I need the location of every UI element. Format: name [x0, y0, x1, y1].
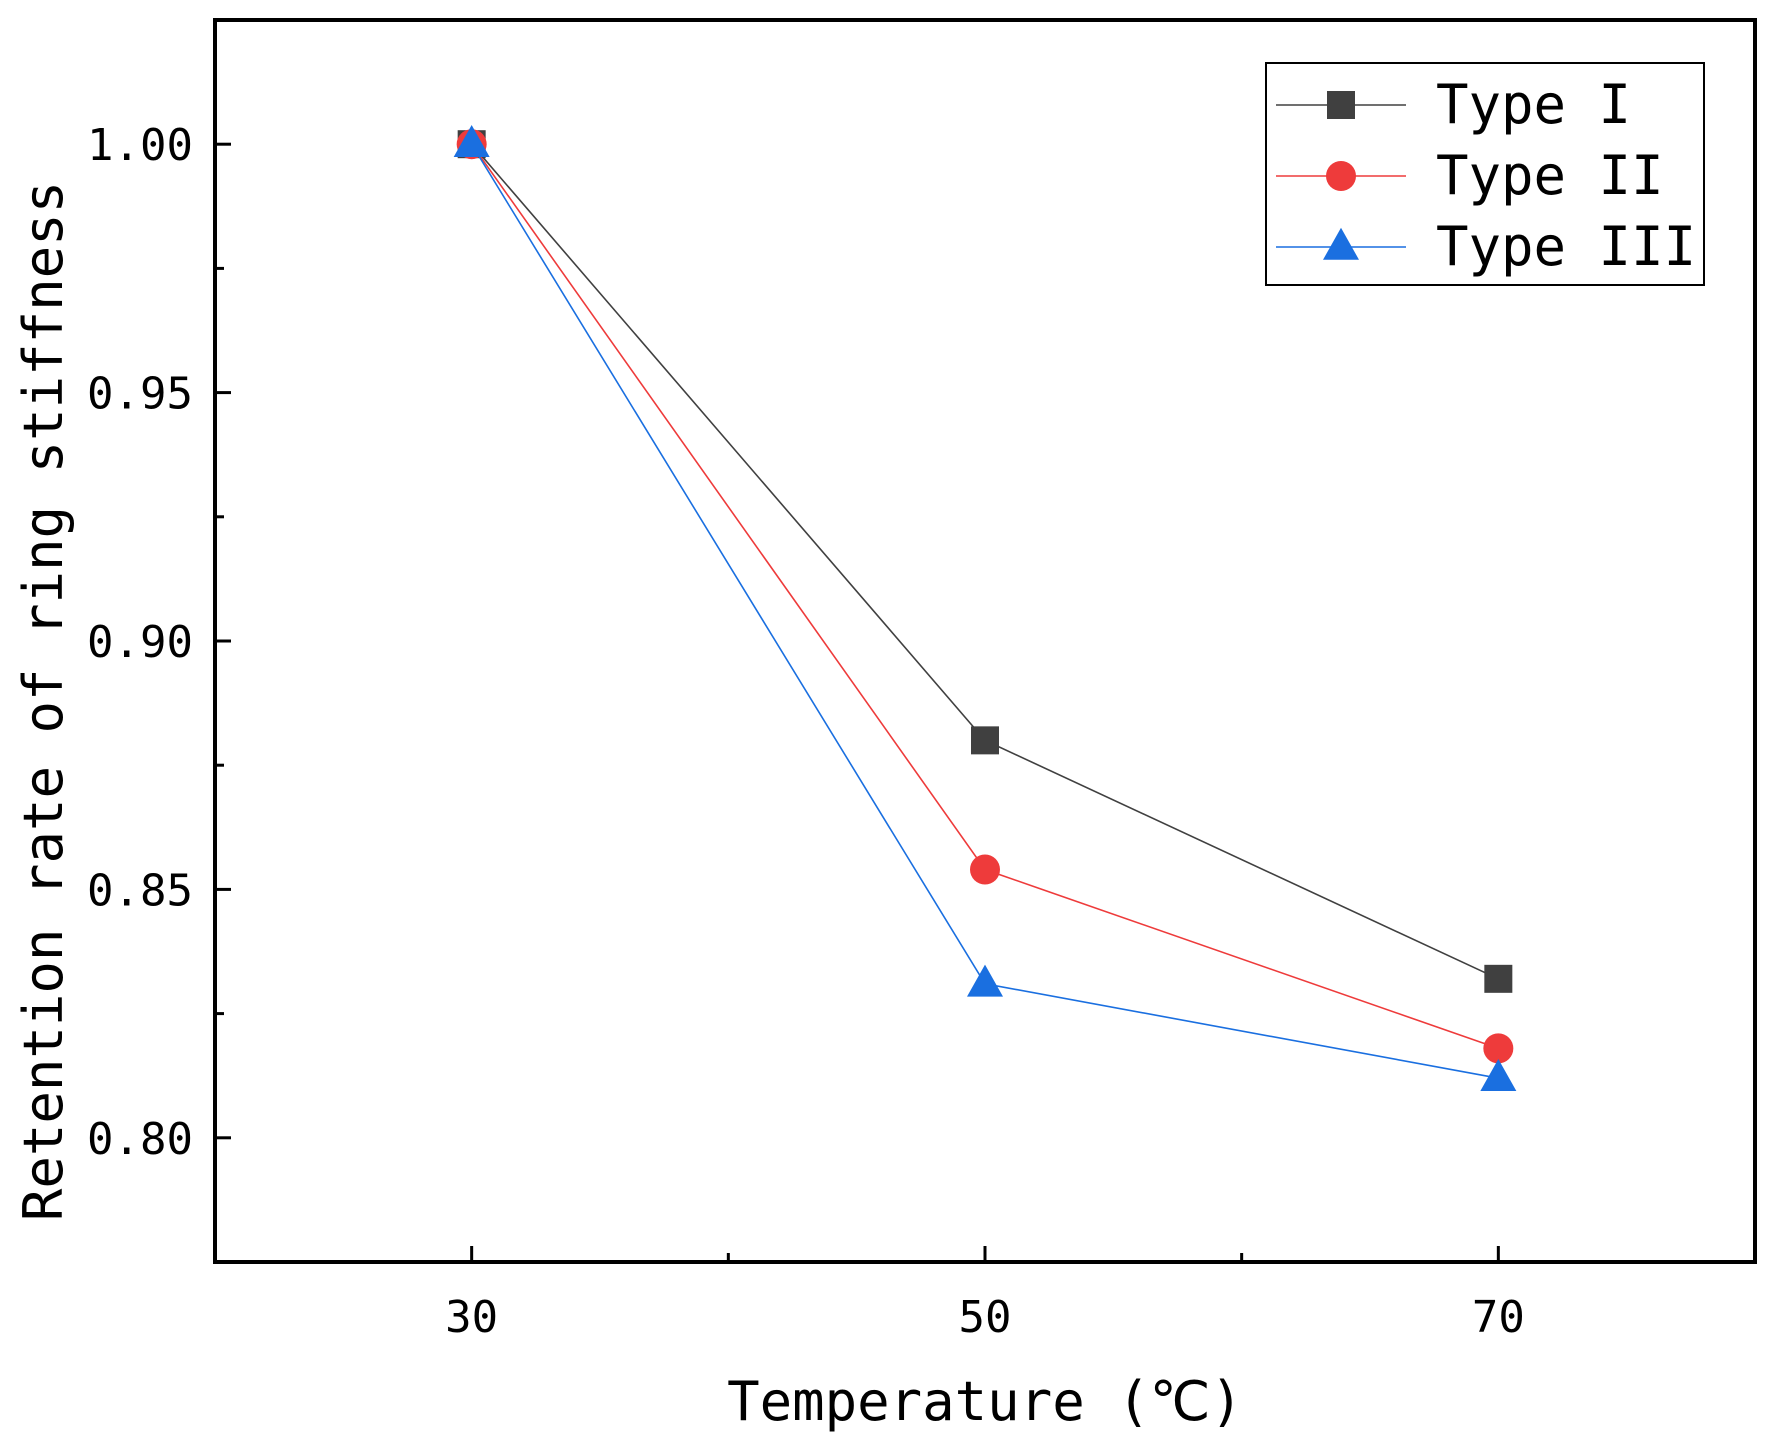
data-point [1484, 964, 1513, 993]
data-point [1483, 1033, 1514, 1064]
legend-label: Type III [1436, 215, 1696, 278]
series-3 [453, 125, 1517, 1091]
series-layer [453, 125, 1517, 1091]
x-tick-label: 30 [445, 1292, 498, 1343]
y-tick-label: 0.85 [87, 865, 193, 916]
x-tick-label: 50 [959, 1292, 1012, 1343]
legend-label: Type II [1436, 144, 1664, 207]
legend: Type I Type II Type III [1265, 62, 1705, 286]
data-point [967, 964, 1003, 997]
x-axis-title: Temperature (℃) [727, 1370, 1243, 1433]
y-tick-label: 0.80 [87, 1114, 193, 1165]
legend-marker [1323, 227, 1359, 260]
data-point [970, 854, 1000, 885]
data-point [971, 726, 999, 755]
legend-entry: Type III [1276, 215, 1696, 278]
data-point [1480, 1058, 1517, 1091]
data-point [453, 125, 490, 157]
x-tick-label: 70 [1472, 1292, 1525, 1343]
y-tick-label: 0.90 [87, 617, 193, 668]
y-tick-label: 0.95 [87, 369, 193, 420]
legend-marker [1326, 161, 1356, 191]
legend-entry: Type I [1276, 73, 1631, 136]
y-axis-title: Retention rate of ring stiffness [12, 181, 75, 1221]
axes: 30 50 70 0.80 0.85 0.90 0.95 1.00 [87, 18, 1757, 1343]
legend-marker [1327, 91, 1355, 119]
y-tick-label: 1.00 [87, 120, 193, 171]
legend-entry: Type II [1276, 144, 1664, 207]
legend-label: Type I [1436, 73, 1631, 136]
